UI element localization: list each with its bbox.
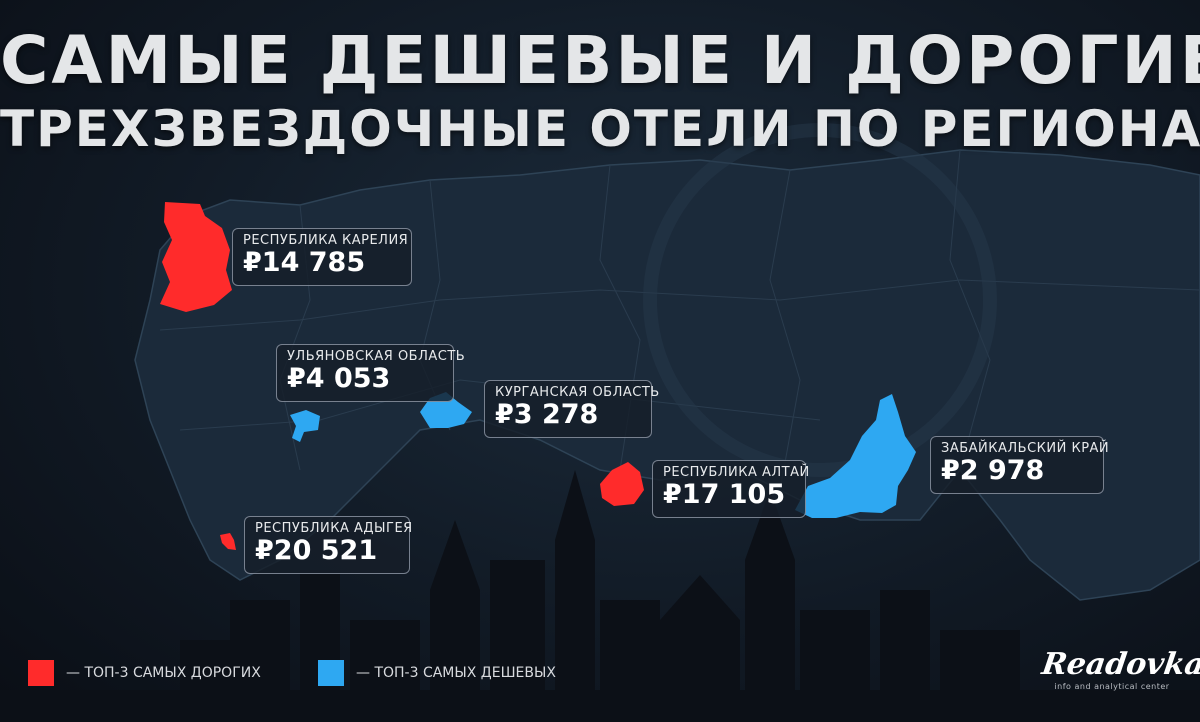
region-price: ₽3 278 [495, 399, 599, 430]
readovka-logo: Readovka info and analytical center [1039, 647, 1200, 691]
region-price: ₽14 785 [243, 247, 366, 278]
region-card-ulyanovsk: УЛЬЯНОВСКАЯ ОБЛАСТЬ ₽4 053 [276, 344, 466, 402]
logo-wordmark: Readovka [1039, 647, 1200, 682]
region-name: РЕСПУБЛИКА АЛТАЙ [663, 465, 810, 480]
region-card-kurgan: КУРГАНСКАЯ ОБЛАСТЬ ₽3 278 [484, 380, 660, 438]
title-line-2: ТРЕХЗВЕЗДОЧНЫЕ ОТЕЛИ ПО РЕГИОНАМ [0, 100, 1200, 158]
legend-label-cheap: — ТОП-3 САМЫХ ДЕШЕВЫХ [356, 665, 556, 681]
legend-swatch-blue [318, 660, 344, 686]
legend-swatch-red [28, 660, 54, 686]
region-price: ₽17 105 [663, 479, 786, 510]
legend-label-expensive: — ТОП-3 САМЫХ ДОРОГИХ [66, 665, 261, 681]
region-shape-karelia [160, 202, 232, 312]
legend-expensive: — ТОП-3 САМЫХ ДОРОГИХ [28, 660, 261, 686]
region-shape-adygea [220, 533, 236, 550]
title-line-1: САМЫЕ ДЕШЕВЫЕ И ДОРОГИЕ [0, 22, 1200, 99]
region-name: ЗАБАЙКАЛЬСКИЙ КРАЙ [941, 441, 1110, 456]
skyline-silhouette [0, 470, 1200, 722]
region-shape-altai [600, 462, 644, 506]
region-price: ₽2 978 [941, 455, 1045, 486]
region-name: КУРГАНСКАЯ ОБЛАСТЬ [495, 385, 660, 400]
region-shape-ulyanovsk [290, 410, 320, 442]
watermark-emblem [643, 123, 997, 477]
region-name: РЕСПУБЛИКА КАРЕЛИЯ [243, 233, 409, 248]
logo-tagline: info and analytical center [1054, 682, 1170, 691]
region-name: УЛЬЯНОВСКАЯ ОБЛАСТЬ [287, 349, 466, 364]
region-card-adygea: РЕСПУБЛИКА АДЫГЕЯ ₽20 521 [244, 516, 413, 574]
region-shape-zabaikalsky [795, 394, 916, 518]
region-name: РЕСПУБЛИКА АДЫГЕЯ [255, 521, 413, 536]
region-card-zabaikalsky: ЗАБАЙКАЛЬСКИЙ КРАЙ ₽2 978 [930, 436, 1110, 494]
region-card-karelia: РЕСПУБЛИКА КАРЕЛИЯ ₽14 785 [232, 228, 412, 286]
region-price: ₽4 053 [287, 363, 391, 394]
legend-cheap: — ТОП-3 САМЫХ ДЕШЕВЫХ [318, 660, 556, 686]
region-card-altai: РЕСПУБЛИКА АЛТАЙ ₽17 105 [652, 460, 810, 518]
region-price: ₽20 521 [255, 535, 378, 566]
